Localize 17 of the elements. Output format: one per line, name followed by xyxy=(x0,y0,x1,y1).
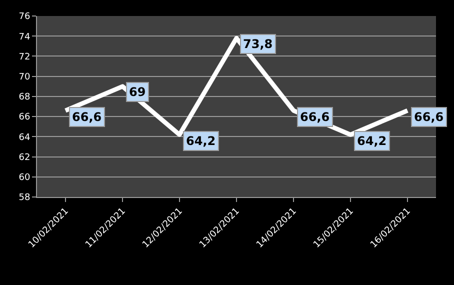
y-tick-label: 58 xyxy=(18,193,30,204)
y-tick-label: 74 xyxy=(18,32,30,42)
y-tick-label: 76 xyxy=(18,12,30,22)
y-tick-label: 70 xyxy=(18,72,30,82)
data-label: 66,6 xyxy=(72,110,102,124)
data-label: 73,8 xyxy=(243,37,273,51)
y-tick-label: 68 xyxy=(18,92,30,103)
data-label: 66,6 xyxy=(414,110,444,124)
y-tick-label: 64 xyxy=(18,132,30,143)
data-label: 64,2 xyxy=(186,134,216,148)
data-label: 66,6 xyxy=(300,110,330,124)
y-tick-label: 60 xyxy=(18,173,30,184)
y-tick-label: 72 xyxy=(18,52,30,62)
data-label: 69 xyxy=(129,85,146,99)
y-tick-label: 66 xyxy=(18,112,30,123)
y-tick-label: 62 xyxy=(18,152,30,163)
data-label: 64,2 xyxy=(357,134,387,148)
